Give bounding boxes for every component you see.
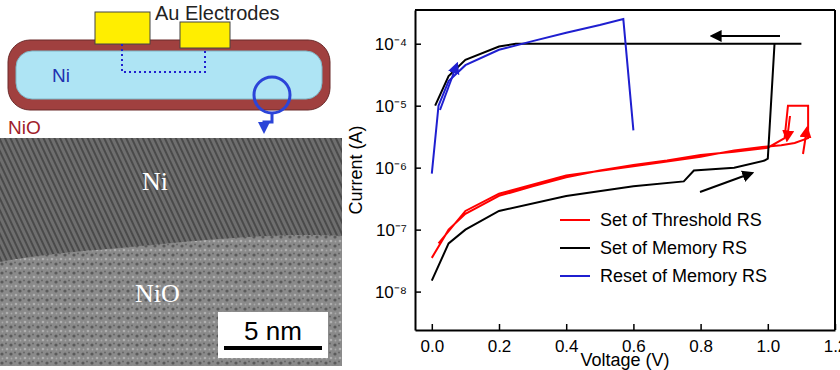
direction-arrow [787,116,790,140]
legend-swatch [560,247,590,249]
legend-label: Reset of Memory RS [600,266,767,286]
label-shell: NiO [8,117,41,138]
x-tick-label: 0.4 [555,337,579,356]
x-tick-label: 0.8 [689,337,713,356]
frame-top [415,9,835,11]
direction-arrows [440,36,807,192]
x-tick: 0.4 [555,324,579,356]
y-axis-line [415,11,417,331]
y-tick-label: 10⁻⁷ [376,221,407,240]
legend-label: Set of Threshold RS [600,210,762,230]
x-tick-mark [432,324,434,330]
current-path [122,44,205,72]
legend-swatch [560,275,590,277]
legend-label: Set of Memory RS [600,238,747,258]
tem-image: Ni NiO 5 nm [0,138,342,366]
series-line [432,106,808,258]
y-tick-label: 10⁻⁵ [375,97,407,116]
x-tick-mark [633,324,635,330]
tem-background [0,138,342,366]
series-line [432,44,802,281]
series-line [432,19,634,174]
direction-arrow [440,64,457,110]
x-tick: 0.0 [420,324,444,356]
direction-arrow [700,173,752,192]
scale-bar [224,346,322,350]
direction-arrow [712,35,780,37]
zoom-circle [254,77,290,113]
x-tick: 0.2 [488,324,512,356]
x-tick: 0.8 [689,324,713,356]
x-tick-label: 1.2 [824,337,840,356]
y-axis: 10⁻⁸ 10⁻⁷ 10⁻⁶ 10⁻⁵ 10⁻⁴ [375,11,421,331]
y-tick-mark [415,167,421,169]
y-tick: 10⁻⁵ [375,97,421,116]
x-axis-title: Voltage (V) [580,350,669,370]
label-electrodes: Au Electrodes [155,2,280,24]
x-tick-label: 0.0 [420,337,444,356]
x-tick-label: 0.2 [488,337,512,356]
y-tick: 10⁻⁸ [375,283,421,302]
y-tick-mark [415,229,421,231]
ni-core [16,51,322,99]
frame-right [834,10,836,330]
y-tick: 10⁻⁷ [376,221,421,240]
label-core: Ni [52,65,70,86]
chart: 0.00.20.40.60.81.01.210⁻⁸10⁻⁷10⁻⁶10⁻⁵10⁻… [346,10,840,370]
y-tick-mark [415,291,421,293]
x-tick-mark [566,324,568,330]
plot-background [415,10,835,330]
electrode [180,22,230,48]
label-scale-bar: 5 nm [244,316,302,346]
zoom-arrow [264,113,272,128]
x-axis-line [416,330,836,332]
x-tick-mark [499,324,501,330]
direction-arrow [803,128,807,154]
y-tick-label: 10⁻⁶ [375,159,407,178]
x-tick-mark [700,324,702,330]
label-tem-shell: NiO [135,279,180,308]
legend-swatch [560,219,590,221]
electrode [95,12,150,44]
x-tick: 1.0 [756,324,780,356]
schematic: Au Electrodes Ni NiO [8,2,330,138]
y-tick-mark [415,105,421,107]
tem-ni-region [0,138,342,262]
y-tick: 10⁻⁶ [375,159,421,178]
label-tem-core: Ni [142,167,168,196]
x-tick-label: 1.0 [756,337,780,356]
x-tick: 1.2 [824,324,840,356]
x-tick-mark [768,324,770,330]
data-lines [432,19,808,281]
y-tick: 10⁻⁴ [375,35,421,54]
scale-bar-bg [218,312,328,358]
nio-shell [8,40,330,110]
figure: Au ElectrodesNiNiONiNiO5 nm0.00.20.40.60… [0,0,840,370]
y-tick-label: 10⁻⁸ [375,283,407,302]
y-tick-mark [415,43,421,45]
y-tick-label: 10⁻⁴ [375,35,407,54]
legend: Set of Threshold RS Set of Memory RS Reset… [560,210,767,286]
y-axis-title: Current (A) [346,125,366,214]
